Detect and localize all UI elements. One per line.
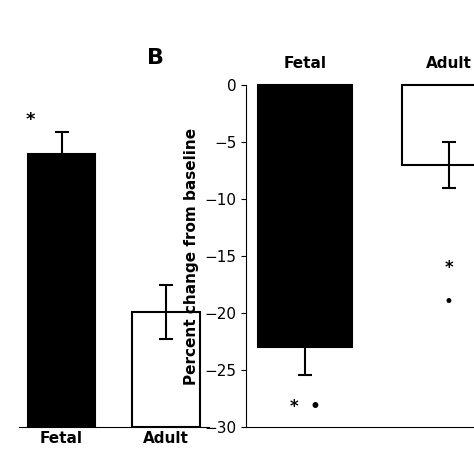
Text: B: B bbox=[147, 48, 164, 68]
Bar bbox=[132, 312, 200, 427]
Text: Adult: Adult bbox=[426, 56, 472, 71]
Text: *: * bbox=[444, 259, 453, 277]
Text: * p<0.01
vs. adult: * p<0.01 vs. adult bbox=[255, 104, 315, 137]
Text: *  •: * • bbox=[290, 398, 320, 416]
Text: Fetal: Fetal bbox=[283, 56, 327, 71]
Text: •: • bbox=[444, 293, 454, 311]
Bar bbox=[402, 85, 474, 165]
Bar bbox=[258, 85, 352, 347]
Text: *: * bbox=[26, 111, 35, 129]
Bar bbox=[27, 154, 95, 427]
Y-axis label: Percent change from baseline: Percent change from baseline bbox=[184, 128, 199, 384]
